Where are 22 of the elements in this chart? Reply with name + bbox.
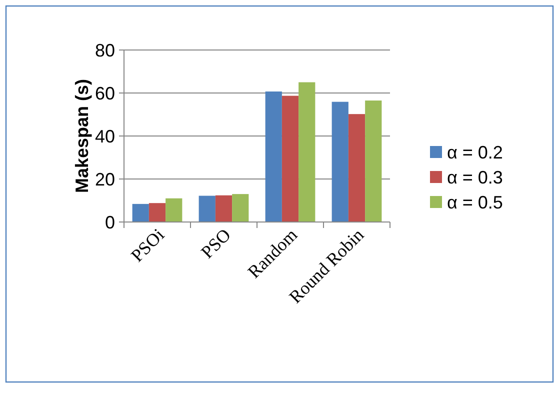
bar xyxy=(298,82,316,222)
legend-label: α = 0.2 xyxy=(447,142,503,162)
y-tick-label: 40 xyxy=(94,126,115,146)
x-tick-label: PSO xyxy=(197,224,235,262)
legend-label: α = 0.3 xyxy=(447,167,503,188)
y-tick-label: 20 xyxy=(94,169,115,190)
bar xyxy=(132,204,149,222)
bar xyxy=(166,198,182,222)
bar xyxy=(148,203,166,222)
bar xyxy=(365,100,382,222)
bar xyxy=(332,102,348,222)
bar xyxy=(265,91,282,222)
bar xyxy=(215,195,232,222)
y-axis-title: Makespan (s) xyxy=(72,78,92,194)
bar xyxy=(348,114,366,222)
y-tick-label: 0 xyxy=(104,212,115,232)
bar xyxy=(232,194,249,222)
y-tick-label: 60 xyxy=(94,83,115,104)
legend-label: α = 0.5 xyxy=(447,192,503,212)
y-tick-label: 80 xyxy=(94,40,115,60)
bar xyxy=(198,196,216,222)
bar xyxy=(282,96,299,222)
